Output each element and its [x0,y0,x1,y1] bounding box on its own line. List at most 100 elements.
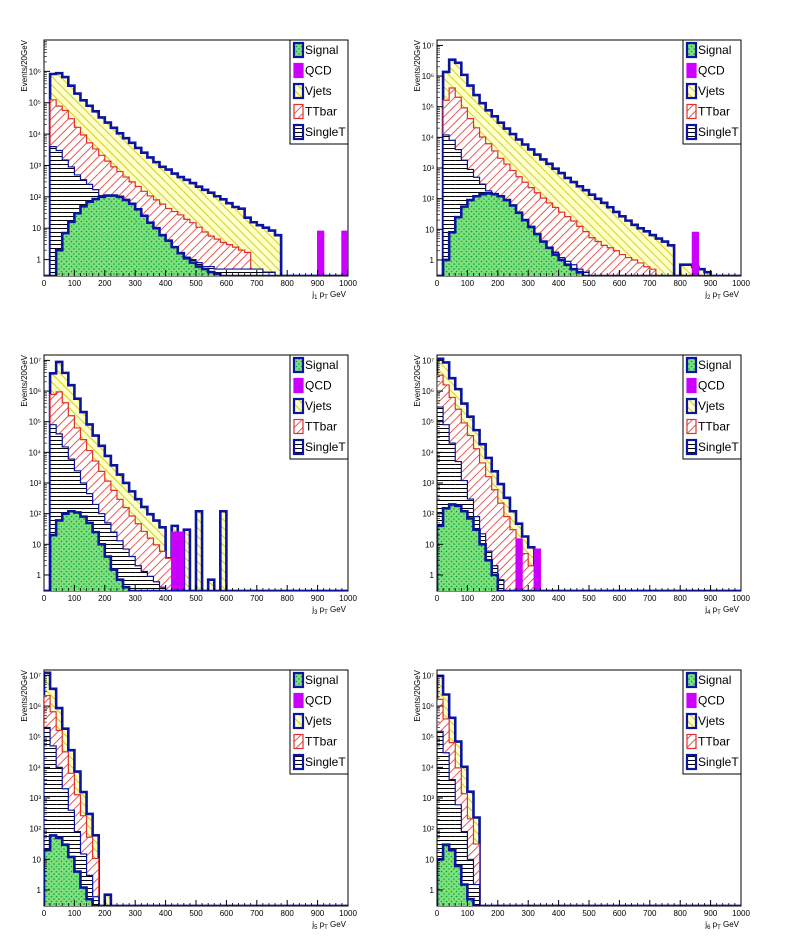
bar-signal-bin-15 [135,209,142,276]
legend-entry-singlet: SingleT [292,753,346,771]
x-tick-label: 200 [98,594,112,603]
bar-ttbar-bin-33 [244,252,251,276]
x-tick-label: 400 [159,909,173,918]
y-tick-label: 10⁵ [422,418,434,427]
bar-signal-bin-10 [497,196,504,276]
bar-signal-bin-13 [123,199,130,276]
bar-ttbar-bin-12 [509,529,517,591]
bar-signal-bin-1 [50,535,57,591]
bar-signal-bin-3 [62,513,69,591]
bar-singlet-bin-5 [74,831,81,906]
bar-singlet-bin-6 [473,884,480,906]
bar-signal-bin-1 [50,835,57,906]
bar-ttbar-bin-15 [135,523,142,591]
bar-ttbar-bin-21 [171,211,178,276]
legend-entry-ttbar: TTbar [293,733,337,750]
bar-signal-bin-12 [116,196,124,276]
bar-signal-bin-3 [62,844,69,906]
legend-entry-ttbar: TTbar [293,103,337,120]
plot-area [44,671,348,906]
series-qcd [44,531,348,591]
bar-signal-bin-22 [570,269,577,276]
legend-swatch [292,438,305,456]
bar-ttbar-bin-15 [528,565,535,591]
bar-ttbar-bin-18 [546,202,553,276]
y-tick-label: 10⁵ [29,99,41,108]
bar-signal-bin-20 [165,240,172,276]
bar-signal-bin-2 [449,504,456,591]
legend-entry-qcd: QCD [293,692,332,709]
plot-area [437,58,741,276]
bar-ttbar-bin-23 [183,219,190,276]
x-tick-label: 700 [250,909,264,918]
bar-ttbar-bin-9 [491,489,498,591]
bar-vjets-bin-30 [226,203,233,276]
y-tick-label: 10² [29,193,41,202]
bar-ttbar-bin-7 [86,837,93,906]
bar-vjets-bin-23 [183,529,190,591]
series-signal [44,834,348,906]
legend-entry-signal: Signal [292,671,338,689]
legend-swatch [686,733,697,750]
bar-qcd-bin-21 [171,532,178,591]
bar-signal-bin-8 [92,532,99,591]
bar-signal-bin-22 [177,253,184,276]
y-tick-label: 1 [37,571,42,580]
bar-ttbar-bin-6 [473,844,480,906]
y-axis-label: Events/20GeV [20,354,29,406]
legend-label: SingleT [305,125,346,139]
outline-singlet [437,730,741,906]
y-tick-label: 10⁶ [29,702,41,711]
bar-vjets-bin-43 [698,269,705,276]
x-tick-label: 100 [461,909,475,918]
bar-vjets-bin-29 [613,211,620,276]
bar-ttbar-bin-16 [141,531,148,591]
series-signal [44,509,348,591]
bar-singlet-bin-0 [44,727,51,906]
bar-singlet-bin-18 [153,581,160,591]
bar-signal-bin-4 [68,511,75,591]
legend: Signal QCD Vjets TTbar SingleT [682,669,742,775]
bar-singlet-bin-3 [62,159,69,276]
bar-ttbar-bin-26 [595,241,602,276]
bar-signal-bin-2 [56,250,63,276]
y-tick-label: 1 [37,256,42,265]
bar-ttbar-bin-24 [189,222,196,276]
bar-ttbar-bin-7 [479,462,486,591]
bar-ttbar-bin-11 [503,516,510,591]
legend-label: TTbar [305,735,337,749]
bar-signal-bin-21 [564,264,571,276]
legend-label: QCD [698,694,725,708]
bar-vjets-bin-38 [275,235,282,276]
bar-signal-bin-11 [110,569,117,591]
bar-signal-bin-17 [147,222,154,276]
bar-signal-bin-4 [68,221,75,276]
bar-singlet-bin-5 [467,859,474,906]
bar-vjets-bin-35 [649,235,656,276]
bar-signal-bin-7 [86,899,93,906]
legend-label: TTbar [698,420,730,434]
series-signal [437,191,741,276]
legend-swatch [292,753,305,771]
x-tick-label: 300 [522,279,536,288]
x-tick-label: 800 [674,909,688,918]
bar-ttbar-bin-25 [196,227,203,276]
outline-vjets [437,674,741,906]
bar-ttbar-bin-31 [232,247,239,276]
x-tick-label: 0 [435,594,440,603]
legend-entry-signal: Signal [685,671,731,689]
bar-singlet-bin-6 [80,853,87,906]
bar-singlet-bin-15 [135,565,142,591]
bar-vjets-bin-36 [262,227,269,276]
legend-swatch [292,123,305,141]
bar-singlet-bin-11 [110,532,117,591]
legend-label: Signal [698,358,731,372]
bar-vjets-bin-27 [208,579,215,591]
y-tick-label: 10 [32,224,41,233]
bar-singlet-bin-3 [455,804,462,906]
x-tick-label: 0 [42,909,47,918]
bar-ttbar-bin-20 [165,558,172,591]
bar-singlet-bin-17 [147,576,154,591]
x-tick-label: 900 [704,594,718,603]
bar-ttbar-bin-24 [582,231,589,276]
